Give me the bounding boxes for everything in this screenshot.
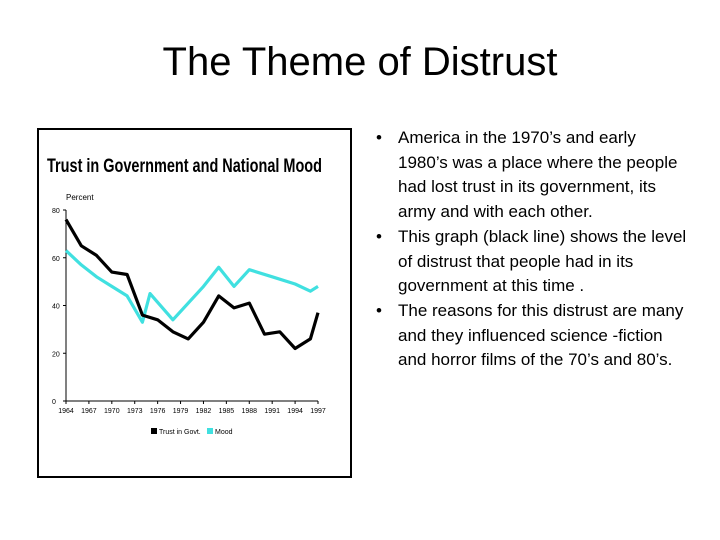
x-tick-label: 1997 [310,408,326,415]
y-tick-label: 20 [52,351,60,358]
bullet-dot: • [376,300,382,320]
bullet-text: America in the 1970’s and early 1980’s w… [398,128,678,222]
bullet-text: This graph (black line) shows the level … [398,226,687,296]
x-tick-label: 1964 [58,408,74,415]
x-tick-label: 1979 [173,408,189,415]
y-axis-label: Percent [66,193,94,202]
legend-swatch [207,428,213,434]
x-tick-label: 1985 [219,408,235,415]
y-tick-label: 0 [52,399,56,406]
legend-label: Mood [215,429,233,436]
bullet-item: • This graph (black line) shows the leve… [376,225,688,299]
x-tick-label: 1991 [264,408,280,415]
x-tick-label: 1967 [81,408,97,415]
y-tick-label: 40 [52,304,60,311]
bullet-item: • The reasons for this distrust are many… [376,299,688,373]
x-tick-label: 1970 [104,408,120,415]
bullet-dot: • [376,226,382,246]
chart-title: Trust in Government and National Mood [47,156,322,177]
series-line-mood [64,249,319,324]
x-tick-label: 1988 [241,408,257,415]
x-tick-label: 1994 [287,408,303,415]
slide-title: The Theme of Distrust [162,40,558,84]
x-tick-label: 1982 [196,408,212,415]
trust-chart: Trust in Government and National Mood Per… [47,156,326,436]
x-tick-label: 1973 [127,408,143,415]
legend-swatch [151,428,157,434]
bullet-list: • America in the 1970’s and early 1980’s… [376,126,688,373]
legend-label: Trust in Govt. [159,429,201,436]
series-line-trust [64,218,320,351]
y-tick-label: 80 [52,208,60,215]
bullet-item: • America in the 1970’s and early 1980’s… [376,126,688,225]
y-tick-label: 60 [52,256,60,263]
chart-frame: Trust in Government and National Mood Per… [37,128,352,478]
bullet-text: The reasons for this distrust are many a… [398,300,684,370]
bullet-dot: • [376,128,382,147]
x-tick-label: 1976 [150,408,166,415]
